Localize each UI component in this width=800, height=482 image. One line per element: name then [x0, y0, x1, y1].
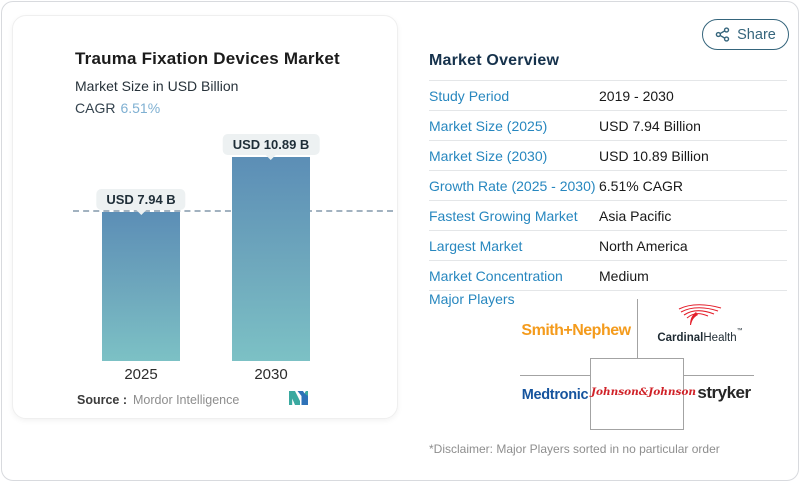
johnson-and-johnson-logo: Johnson&Johnson: [591, 386, 697, 398]
overview-table: Study Period 2019 - 2030 Market Size (2025…: [429, 80, 787, 291]
overview-row: Market Concentration Medium: [429, 261, 787, 291]
players-bracket-left-line: [520, 375, 590, 376]
overview-title: Market Overview: [429, 52, 560, 69]
cagr-value: 6.51%: [120, 100, 161, 116]
source-label: Source :: [77, 393, 128, 407]
smith-nephew-logo: Smith+Nephew: [521, 322, 631, 339]
overview-row-label: Market Concentration: [429, 267, 563, 284]
overview-row-value: 2019 - 2030: [599, 87, 674, 104]
overview-row-label: Growth Rate (2025 - 2030): [429, 177, 596, 194]
overview-row: Market Size (2025) USD 7.94 Billion: [429, 111, 787, 141]
source-row: Source : Mordor Intelligence: [77, 393, 239, 407]
overview-row-label: Largest Market: [429, 237, 523, 254]
players-bracket-vertical-line: [637, 299, 638, 358]
cardinal-health-wordmark: CardinalHealth™: [657, 328, 743, 344]
overview-row-value: USD 7.94 Billion: [599, 117, 701, 134]
overview-row-label: Study Period: [429, 87, 510, 104]
bar-2025: [102, 212, 180, 361]
cagr-line: CAGR 6.51%: [75, 100, 160, 116]
bar-2030: [232, 157, 310, 361]
overview-row: Fastest Growing Market Asia Pacific: [429, 201, 787, 231]
overview-row-label: Market Size (2030): [429, 147, 548, 164]
major-players-label: Major Players: [429, 291, 515, 307]
overview-row-value: USD 10.89 Billion: [599, 147, 709, 164]
players-bracket-center-box: [590, 358, 684, 430]
chart-subtitle: Market Size in USD Billion: [75, 78, 239, 94]
bar-value-label-2030: USD 10.89 B: [222, 134, 320, 155]
bar-value-label-2025: USD 7.94 B: [96, 189, 186, 210]
overview-row-label: Fastest Growing Market: [429, 207, 578, 224]
overview-row-label: Market Size (2025): [429, 117, 548, 134]
cardinal-health-swoosh-icon: [678, 304, 722, 325]
cagr-label: CAGR: [75, 100, 116, 116]
overview-row-value: Asia Pacific: [599, 207, 672, 224]
stryker-logo: stryker: [697, 383, 751, 402]
share-button-label: Share: [737, 26, 776, 43]
x-axis-label-2030: 2030: [254, 366, 288, 383]
market-chart-card: Trauma Fixation Devices Market Market Si…: [12, 15, 398, 419]
overview-row: Largest Market North America: [429, 231, 787, 261]
overview-row-value: 6.51% CAGR: [599, 177, 684, 194]
source-value: Mordor Intelligence: [133, 393, 240, 407]
medtronic-logo: Medtronic: [521, 387, 589, 403]
overview-row: Market Size (2030) USD 10.89 Billion: [429, 141, 787, 171]
chart-title: Trauma Fixation Devices Market: [75, 49, 340, 68]
overview-row: Growth Rate (2025 - 2030) 6.51% CAGR: [429, 171, 787, 201]
x-axis-label-2025: 2025: [124, 366, 158, 383]
overview-row-value: North America: [599, 237, 688, 254]
cardinal-health-logo: CardinalHealth™: [647, 303, 753, 346]
overview-row: Study Period 2019 - 2030: [429, 80, 787, 111]
major-players-disclaimer: *Disclaimer: Major Players sorted in no …: [429, 442, 720, 456]
share-icon: [715, 27, 730, 42]
overview-row-value: Medium: [599, 267, 649, 284]
mordor-intelligence-logo-icon: [289, 391, 308, 405]
players-bracket-right-line: [684, 375, 754, 376]
share-button[interactable]: Share: [702, 19, 789, 50]
